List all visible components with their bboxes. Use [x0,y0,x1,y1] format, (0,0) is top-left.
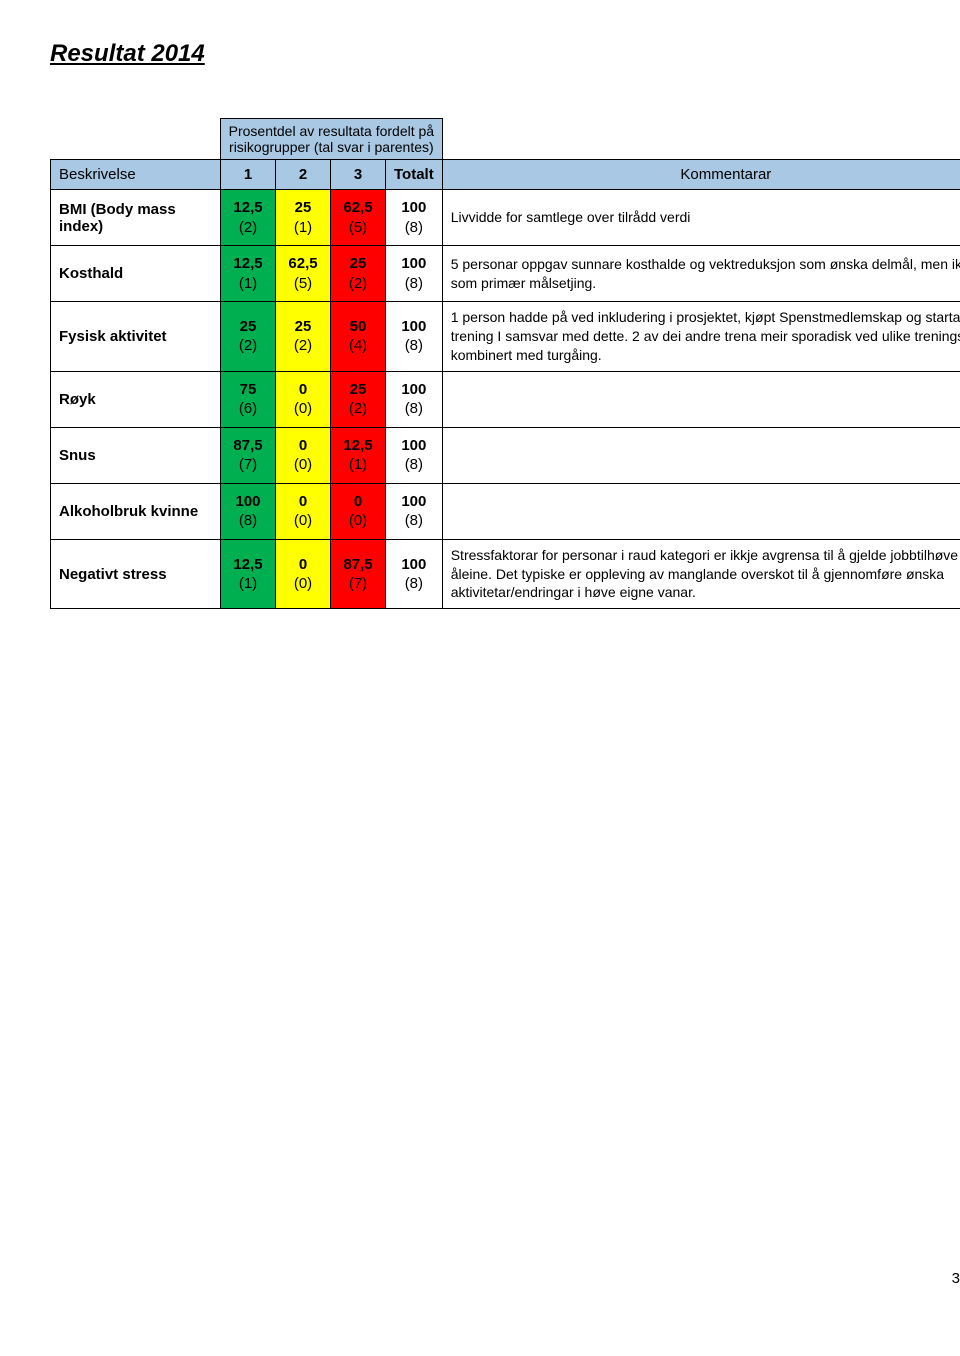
table-row: Røyk75(6)0(0)25(2)100(8) [51,371,960,427]
data-cell: 0(0) [276,371,331,427]
result-table: Prosentdel av resultata fordelt på risik… [50,118,960,609]
header-col-1: 1 [221,160,276,190]
table-row: Snus87,5(7)0(0)12,5(1)100(8) [51,427,960,483]
comment-cell: 1 person hadde på ved inkludering i pros… [442,302,960,372]
comment-cell: 5 personar oppgav sunnare kosthalde og v… [442,246,960,302]
data-cell: 100(8) [386,302,443,372]
data-cell: 50(4) [331,302,386,372]
data-cell: 100(8) [386,483,443,539]
comment-cell: Livvidde for samtlege over tilrådd verdi [442,190,960,246]
data-cell: 100(8) [386,246,443,302]
row-label: Fysisk aktivitet [51,302,221,372]
data-cell: 25(2) [331,371,386,427]
data-cell: 75(6) [221,371,276,427]
row-label: Snus [51,427,221,483]
data-cell: 100(8) [386,371,443,427]
data-cell: 0(0) [276,483,331,539]
data-cell: 100(8) [386,427,443,483]
data-cell: 100(8) [386,190,443,246]
data-cell: 25(1) [276,190,331,246]
data-cell: 62,5(5) [331,190,386,246]
data-cell: 62,5(5) [276,246,331,302]
data-cell: 12,5(2) [221,190,276,246]
data-cell: 0(0) [331,483,386,539]
data-cell: 25(2) [276,302,331,372]
comment-cell: Stressfaktorar for personar i raud kateg… [442,539,960,609]
table-row: BMI (Body mass index)12,5(2)25(1)62,5(5)… [51,190,960,246]
header-col-2: 2 [276,160,331,190]
data-cell: 12,5(1) [221,246,276,302]
row-label: Alkoholbruk kvinne [51,483,221,539]
row-label: Negativt stress [51,539,221,609]
data-cell: 100(8) [386,539,443,609]
data-cell: 100(8) [221,483,276,539]
comment-cell [442,371,960,427]
data-cell: 87,5(7) [221,427,276,483]
table-row: Negativt stress12,5(1)0(0)87,5(7)100(8)S… [51,539,960,609]
page-number: 3 [952,1270,960,1287]
data-cell: 25(2) [221,302,276,372]
header-kommentarar: Kommentarar [442,160,960,190]
data-cell: 25(2) [331,246,386,302]
table-row: Alkoholbruk kvinne100(8)0(0)0(0)100(8) [51,483,960,539]
data-cell: 0(0) [276,539,331,609]
data-cell: 0(0) [276,427,331,483]
data-cell: 12,5(1) [331,427,386,483]
data-cell: 87,5(7) [331,539,386,609]
header-col-3: 3 [331,160,386,190]
table-subheader: Prosentdel av resultata fordelt på risik… [221,119,443,160]
comment-cell [442,483,960,539]
row-label: Kosthald [51,246,221,302]
header-beskrivelse: Beskrivelse [51,160,221,190]
page-title: Resultat 2014 [50,40,960,68]
comment-cell [442,427,960,483]
row-label: Røyk [51,371,221,427]
header-totalt: Totalt [386,160,443,190]
data-cell: 12,5(1) [221,539,276,609]
table-row: Kosthald12,5(1)62,5(5)25(2)100(8)5 perso… [51,246,960,302]
table-row: Fysisk aktivitet25(2)25(2)50(4)100(8)1 p… [51,302,960,372]
row-label: BMI (Body mass index) [51,190,221,246]
